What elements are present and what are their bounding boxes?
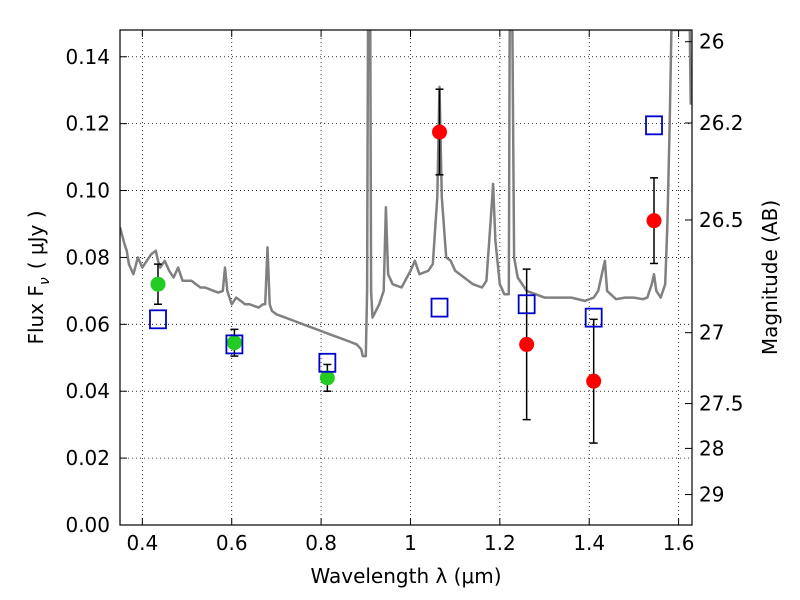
y-tick-label: 0.02 xyxy=(65,446,110,470)
y-tick-label: 0.12 xyxy=(65,112,110,136)
spectrum-line xyxy=(120,30,692,358)
x-axis-label: Wavelength λ (μm) xyxy=(310,564,501,588)
y-tick-label: 0.06 xyxy=(65,312,110,336)
y-axis-label-main: Flux F xyxy=(24,285,48,344)
model-spectrum xyxy=(120,30,692,358)
data-points xyxy=(149,88,663,444)
x-tick-label: 1.2 xyxy=(484,531,516,555)
x-tick-label: 0.6 xyxy=(216,531,248,555)
y-axis-label-subscript: ν xyxy=(37,277,53,285)
data-point-circle xyxy=(646,213,662,229)
data-point-circle xyxy=(319,370,335,386)
data-point-square xyxy=(318,352,337,373)
y-axis-label: Flux Fν ( μJy ) xyxy=(24,210,53,344)
data-point-circle xyxy=(150,276,166,292)
right-tick-label: 27 xyxy=(699,321,724,345)
right-tick-label: 28 xyxy=(699,436,724,460)
svg-text:Flux Fν( μJy ): Flux Fν ( μJy ) xyxy=(24,210,53,344)
plot-frame xyxy=(119,29,693,526)
data-point-square xyxy=(517,294,536,315)
data-point-square xyxy=(430,297,449,318)
y-axis-label-unit: ( μJy ) xyxy=(24,210,48,269)
right-tick-label: 27.5 xyxy=(699,392,744,416)
data-point-circle xyxy=(586,373,602,389)
data-point-circle xyxy=(432,124,448,140)
x-tick-label: 1.6 xyxy=(663,531,695,555)
right-tick-label: 29 xyxy=(699,483,724,507)
data-point-circle xyxy=(226,335,242,351)
y-tick-label: 0.10 xyxy=(65,179,110,203)
y-tick-label: 0.14 xyxy=(65,45,110,69)
right-tick-label: 26.2 xyxy=(699,111,744,135)
y-tick-label: 0.08 xyxy=(65,245,110,269)
right-tick-label: 26 xyxy=(699,30,724,54)
right-tick-label: 26.5 xyxy=(699,208,744,232)
x-tick-label: 1.4 xyxy=(573,531,605,555)
x-tick-label: 1 xyxy=(404,531,417,555)
data-point-circle xyxy=(519,336,535,352)
data-point-square xyxy=(645,115,663,136)
x-tick-label: 0.4 xyxy=(126,531,158,555)
data-point-square xyxy=(584,307,603,328)
y-tick-label: 0.00 xyxy=(65,513,110,537)
axis-ticks: 0.4 0.6 0.8 1 1.2 1.4 1.6 0.00 0.02 0.04 0.06 0.08 0… xyxy=(65,30,743,555)
data-point-square xyxy=(149,309,167,330)
x-tick-label: 0.8 xyxy=(305,531,337,555)
data-point-square xyxy=(225,334,244,355)
right-axis-label: Magnitude (AB) xyxy=(758,200,782,355)
y-tick-label: 0.04 xyxy=(65,379,110,403)
